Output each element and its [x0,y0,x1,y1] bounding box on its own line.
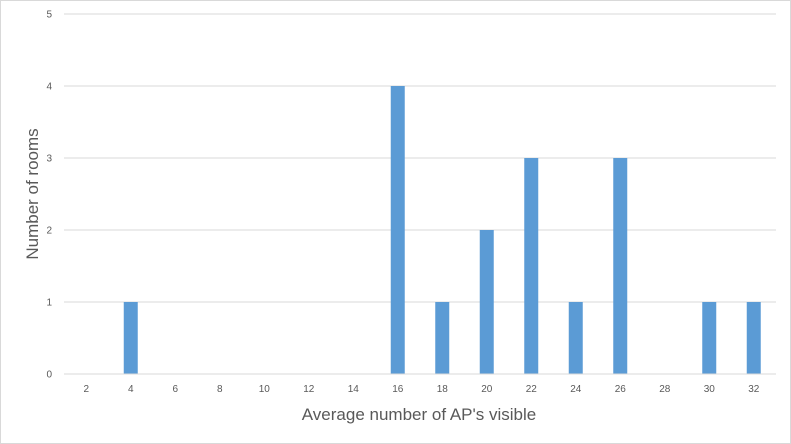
bar-4 [123,302,138,374]
x-axis-title: Average number of AP's visible [302,405,536,424]
y-tick-label: 2 [46,226,52,237]
bar-18 [435,302,450,374]
y-tick-label: 0 [46,370,52,381]
x-tick-label: 8 [217,384,223,395]
x-tick-label: 14 [348,384,360,395]
x-tick-label: 2 [83,384,89,395]
bar-16 [390,86,405,374]
bar-20 [479,230,494,374]
x-tick-label: 22 [526,384,538,395]
x-tick-label: 26 [615,384,627,395]
bar-32 [746,302,761,374]
bar-30 [702,302,717,374]
bars [123,86,761,374]
y-tick-label: 1 [46,298,52,309]
y-tick-label: 5 [46,10,52,21]
x-tick-label: 16 [392,384,404,395]
x-tick-label: 18 [437,384,449,395]
x-tick-label: 6 [172,384,178,395]
gridlines [64,13,776,303]
y-axis-ticks: 0 1 2 3 4 5 [46,10,52,381]
bar-22 [524,158,539,374]
y-tick-label: 4 [46,82,52,93]
y-axis-title: Number of rooms [23,128,42,259]
x-axis: 2 4 6 8 10 12 14 16 18 20 22 24 26 28 30 32 [64,373,776,395]
x-tick-label: 10 [259,384,271,395]
x-tick-label: 30 [704,384,716,395]
x-tick-label: 20 [481,384,493,395]
x-tick-label: 28 [659,384,671,395]
bar-26 [613,158,628,374]
x-tick-label: 24 [570,384,582,395]
bar-24 [568,302,583,374]
x-tick-label: 12 [303,384,315,395]
y-tick-label: 3 [46,154,52,165]
x-tick-label: 4 [128,384,134,395]
x-tick-label: 32 [748,384,760,395]
